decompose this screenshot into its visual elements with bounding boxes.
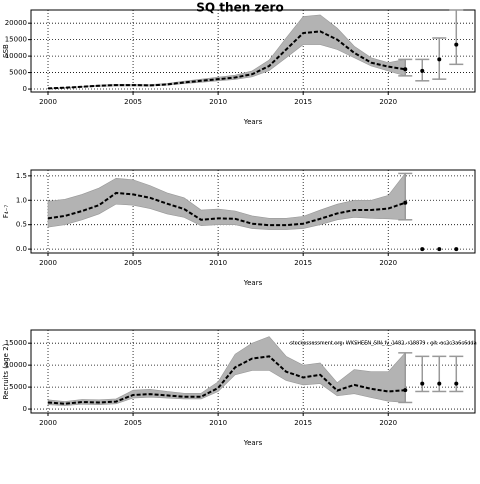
plot-area xyxy=(30,169,476,254)
y-tick-label: 15000 xyxy=(5,36,27,44)
x-tick-label: 2005 xyxy=(124,419,142,427)
y-tick-label: 5000 xyxy=(9,69,27,77)
y-tick-label: 10000 xyxy=(5,52,27,60)
estimate-line xyxy=(47,355,406,405)
y-tick-label: 0 xyxy=(23,405,27,413)
x-axis-label: Years xyxy=(243,279,263,287)
y-tick-label: 0.5 xyxy=(16,221,27,229)
confidence-band xyxy=(47,172,406,230)
x-tick-label: 2020 xyxy=(379,419,397,427)
projection-point xyxy=(420,68,425,73)
y-tick-label: 20000 xyxy=(5,19,27,27)
y-axis-label: F₄₋₇ xyxy=(2,205,10,219)
x-tick-label: 2015 xyxy=(294,259,312,267)
last-point xyxy=(403,67,408,72)
annotation: stockassessment.org: WKSHEEN_SIN_fy_1482… xyxy=(290,341,477,347)
confidence-band xyxy=(47,336,406,406)
y-tick-label: 5000 xyxy=(9,383,27,391)
x-tick-label: 2005 xyxy=(124,98,142,106)
title: SQ then zero xyxy=(196,1,283,15)
x-axis-label: Years xyxy=(243,118,263,126)
last-point xyxy=(403,388,408,393)
y-tick-label: 0.0 xyxy=(16,245,27,253)
x-tick-label: 2000 xyxy=(39,98,57,106)
plot-area xyxy=(30,329,476,414)
x-tick-label: 2010 xyxy=(209,419,227,427)
x-tick-label: 2005 xyxy=(124,259,142,267)
estimate-line xyxy=(47,191,406,227)
y-tick-label: 15000 xyxy=(5,339,27,347)
x-tick-label: 2020 xyxy=(379,98,397,106)
projection-point xyxy=(420,381,425,386)
projection-point xyxy=(437,57,442,62)
y-tick-label: 0 xyxy=(23,85,27,93)
projection-point xyxy=(437,247,442,252)
projection-point xyxy=(420,247,425,252)
plot-area xyxy=(30,9,476,93)
projection-point xyxy=(454,42,459,47)
projection-point xyxy=(454,381,459,386)
x-tick-label: 2000 xyxy=(39,259,57,267)
projection-point xyxy=(437,381,442,386)
y-axis-label: SSB xyxy=(2,44,10,58)
y-axis-label: Recruits (age 2) xyxy=(2,343,10,399)
x-tick-label: 2010 xyxy=(209,98,227,106)
x-tick-label: 2020 xyxy=(379,259,397,267)
x-tick-label: 2000 xyxy=(39,419,57,427)
x-tick-label: 2015 xyxy=(294,419,312,427)
y-tick-label: 1.5 xyxy=(16,172,27,180)
y-tick-label: 10000 xyxy=(5,361,27,369)
last-point xyxy=(403,200,408,205)
y-tick-label: 1.0 xyxy=(16,196,27,204)
x-axis-label: Years xyxy=(243,439,263,447)
projection-point xyxy=(454,247,459,252)
x-tick-label: 2015 xyxy=(294,98,312,106)
x-tick-label: 2010 xyxy=(209,259,227,267)
